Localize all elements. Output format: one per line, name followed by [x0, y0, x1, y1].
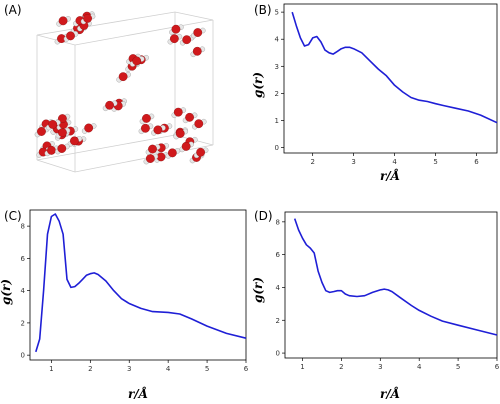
simulation-box-image [34, 11, 214, 173]
x-tick-label: 6 [244, 365, 249, 373]
y-tick-label: 2 [21, 319, 25, 327]
oxygen-atom [169, 34, 179, 44]
plot-b: 2 3 4 5 6 0 1 2 3 4 5 r/Å g(r) [251, 3, 498, 183]
x-tick-label: 2 [310, 158, 314, 166]
plot-frame [284, 211, 498, 359]
x-axis-label: r/Å [128, 386, 148, 401]
oxygen-atom [175, 129, 185, 138]
oxygen-atom [47, 145, 56, 155]
oxygen-atom [153, 125, 163, 135]
y-tick-label: 4 [275, 36, 280, 44]
rdf-curve [35, 213, 247, 353]
x-tick-label: 4 [166, 365, 171, 373]
y-tick-label: 4 [276, 284, 281, 292]
oxygen-atom [66, 31, 75, 41]
y-tick-label: 2 [275, 90, 279, 98]
y-axis-label: g(r) [0, 279, 13, 305]
x-tick-label: 2 [339, 363, 343, 371]
plot-frame [29, 209, 247, 361]
x-axis-label: r/Å [380, 168, 400, 183]
oxygen-atom [145, 154, 155, 163]
panel-c: (C) 1 2 3 4 5 6 0 2 4 6 8 r/Å g(r) [0, 209, 249, 401]
oxygen-atom [48, 120, 58, 129]
oxygen-atom [192, 46, 202, 56]
oxygen-atom [58, 16, 68, 26]
oxygen-atom [57, 144, 67, 153]
oxygen-atom [83, 14, 92, 23]
x-tick-label: 6 [495, 363, 500, 371]
y-tick-label: 6 [276, 251, 281, 259]
x-tick-label: 5 [433, 158, 437, 166]
x-tick-label: 4 [417, 363, 422, 371]
oxygen-atom [84, 123, 94, 133]
oxygen-atom [181, 141, 191, 151]
y-tick-label: 0 [21, 352, 25, 360]
x-tick-label: 4 [392, 158, 397, 166]
x-tick-label: 1 [300, 363, 304, 371]
panel-b: (B) 2 3 4 5 6 0 1 2 3 4 5 r/Å g(r) [251, 3, 498, 183]
oxygen-atom [148, 144, 157, 154]
x-tick-label: 3 [351, 158, 355, 166]
oxygen-atom [132, 56, 142, 66]
y-tick-label: 0 [275, 144, 279, 152]
y-tick-label: 4 [21, 287, 26, 295]
panel-label-a: (A) [4, 3, 22, 17]
x-tick-label: 2 [88, 365, 92, 373]
x-tick-label: 3 [127, 365, 131, 373]
x-axis-label: r/Å [380, 386, 400, 401]
y-tick-label: 3 [275, 63, 279, 71]
oxygen-atom [142, 114, 151, 123]
panel-label-d: (D) [254, 209, 273, 223]
x-tick-label: 5 [205, 365, 209, 373]
x-tick-label: 6 [474, 158, 479, 166]
oxygen-atom [70, 136, 79, 146]
oxygen-atom [141, 123, 150, 133]
plot-frame [283, 3, 498, 154]
oxygen-atom [58, 114, 67, 124]
oxygen-atom [58, 128, 67, 137]
y-tick-label: 2 [276, 317, 280, 325]
plot-c: 1 2 3 4 5 6 0 2 4 6 8 r/Å g(r) [0, 209, 249, 401]
panel-a: (A) [4, 3, 214, 173]
rdf-curve [291, 11, 498, 124]
y-axis-label: g(r) [251, 72, 265, 98]
oxygen-atom [105, 100, 114, 110]
oxygen-atom [173, 107, 183, 117]
x-tick-label: 5 [456, 363, 460, 371]
oxygen-atom [196, 147, 206, 157]
y-tick-label: 1 [275, 117, 279, 125]
panel-d: (D) 1 2 3 4 5 6 0 2 4 6 8 r/Å g(r) [251, 209, 500, 401]
x-tick-label: 3 [378, 363, 382, 371]
oxygen-atom [193, 28, 203, 37]
y-tick-label: 0 [276, 350, 280, 358]
rdf-curve [293, 218, 498, 336]
y-tick-label: 5 [275, 9, 279, 17]
plot-d: 1 2 3 4 5 6 0 2 4 6 8 r/Å g(r) [251, 211, 500, 401]
y-axis-label: g(r) [251, 277, 265, 303]
y-tick-label: 8 [21, 223, 25, 231]
oxygen-atom [182, 35, 192, 45]
oxygen-atom [194, 119, 204, 129]
oxygen-atom [185, 112, 194, 122]
oxygen-atom [171, 24, 181, 34]
y-tick-label: 6 [21, 255, 26, 263]
oxygen-atom [118, 72, 128, 82]
oxygen-atom [37, 127, 46, 136]
oxygen-atom [167, 148, 177, 158]
x-tick-label: 1 [49, 365, 53, 373]
y-tick-label: 8 [276, 218, 280, 226]
panel-label-b: (B) [254, 3, 272, 17]
panel-label-c: (C) [4, 209, 22, 223]
